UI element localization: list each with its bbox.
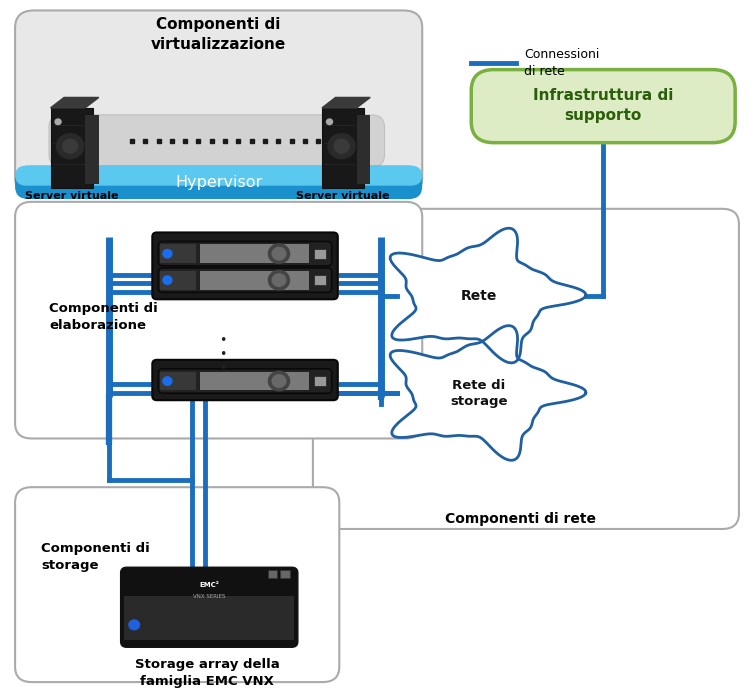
Polygon shape (390, 326, 586, 460)
Circle shape (55, 119, 61, 125)
FancyBboxPatch shape (268, 570, 277, 578)
Text: Componenti di
virtualizzazione: Componenti di virtualizzazione (151, 17, 287, 52)
FancyBboxPatch shape (322, 108, 364, 188)
Circle shape (163, 276, 172, 285)
FancyBboxPatch shape (314, 376, 326, 386)
Text: VNX SERIES: VNX SERIES (193, 594, 225, 599)
Circle shape (63, 139, 78, 153)
Polygon shape (390, 228, 586, 363)
FancyBboxPatch shape (314, 249, 326, 259)
Circle shape (57, 134, 84, 159)
FancyBboxPatch shape (15, 10, 422, 195)
Text: Connessioni
di rete: Connessioni di rete (524, 47, 599, 78)
Polygon shape (51, 97, 99, 108)
Text: Server virtuale: Server virtuale (25, 191, 118, 200)
FancyBboxPatch shape (158, 242, 332, 266)
Text: Rete: Rete (461, 289, 497, 303)
FancyBboxPatch shape (158, 268, 332, 292)
Text: Rete di
storage: Rete di storage (450, 379, 507, 408)
Circle shape (268, 372, 290, 390)
FancyBboxPatch shape (357, 115, 370, 184)
Text: Componenti di rete: Componenti di rete (445, 512, 596, 525)
FancyBboxPatch shape (160, 372, 196, 390)
FancyBboxPatch shape (15, 202, 422, 438)
FancyBboxPatch shape (160, 244, 196, 263)
FancyBboxPatch shape (313, 209, 739, 529)
Circle shape (326, 119, 333, 125)
FancyBboxPatch shape (158, 369, 332, 393)
FancyBboxPatch shape (200, 372, 309, 390)
Text: EMC²: EMC² (199, 582, 219, 588)
FancyBboxPatch shape (152, 360, 338, 400)
FancyBboxPatch shape (51, 108, 93, 188)
FancyBboxPatch shape (15, 166, 422, 186)
Circle shape (328, 134, 355, 159)
Text: •
•
•: • • • (219, 334, 226, 375)
FancyBboxPatch shape (121, 567, 298, 647)
Text: Componenti di
elaborazione: Componenti di elaborazione (49, 301, 158, 332)
Text: Storage array della
famiglia EMC VNX: Storage array della famiglia EMC VNX (135, 658, 280, 688)
FancyBboxPatch shape (200, 271, 309, 290)
FancyBboxPatch shape (124, 596, 294, 640)
FancyBboxPatch shape (280, 570, 290, 578)
Circle shape (163, 250, 172, 258)
FancyBboxPatch shape (85, 115, 99, 184)
FancyBboxPatch shape (49, 115, 385, 167)
Text: Hypervisor: Hypervisor (175, 175, 262, 190)
FancyBboxPatch shape (15, 166, 422, 199)
Circle shape (129, 620, 139, 630)
Text: Componenti di
storage: Componenti di storage (41, 541, 150, 572)
FancyBboxPatch shape (152, 232, 338, 299)
Text: Infrastruttura di
supporto: Infrastruttura di supporto (533, 88, 673, 123)
FancyBboxPatch shape (314, 276, 326, 285)
Circle shape (268, 244, 290, 264)
FancyBboxPatch shape (200, 244, 309, 263)
Circle shape (334, 139, 349, 153)
FancyBboxPatch shape (160, 271, 196, 290)
FancyBboxPatch shape (471, 70, 735, 143)
Text: Server virtuale: Server virtuale (296, 191, 390, 200)
FancyBboxPatch shape (15, 487, 339, 682)
Circle shape (272, 374, 286, 387)
Circle shape (163, 377, 172, 386)
Circle shape (272, 248, 286, 260)
Polygon shape (322, 97, 370, 108)
Circle shape (272, 274, 286, 287)
Circle shape (268, 271, 290, 290)
